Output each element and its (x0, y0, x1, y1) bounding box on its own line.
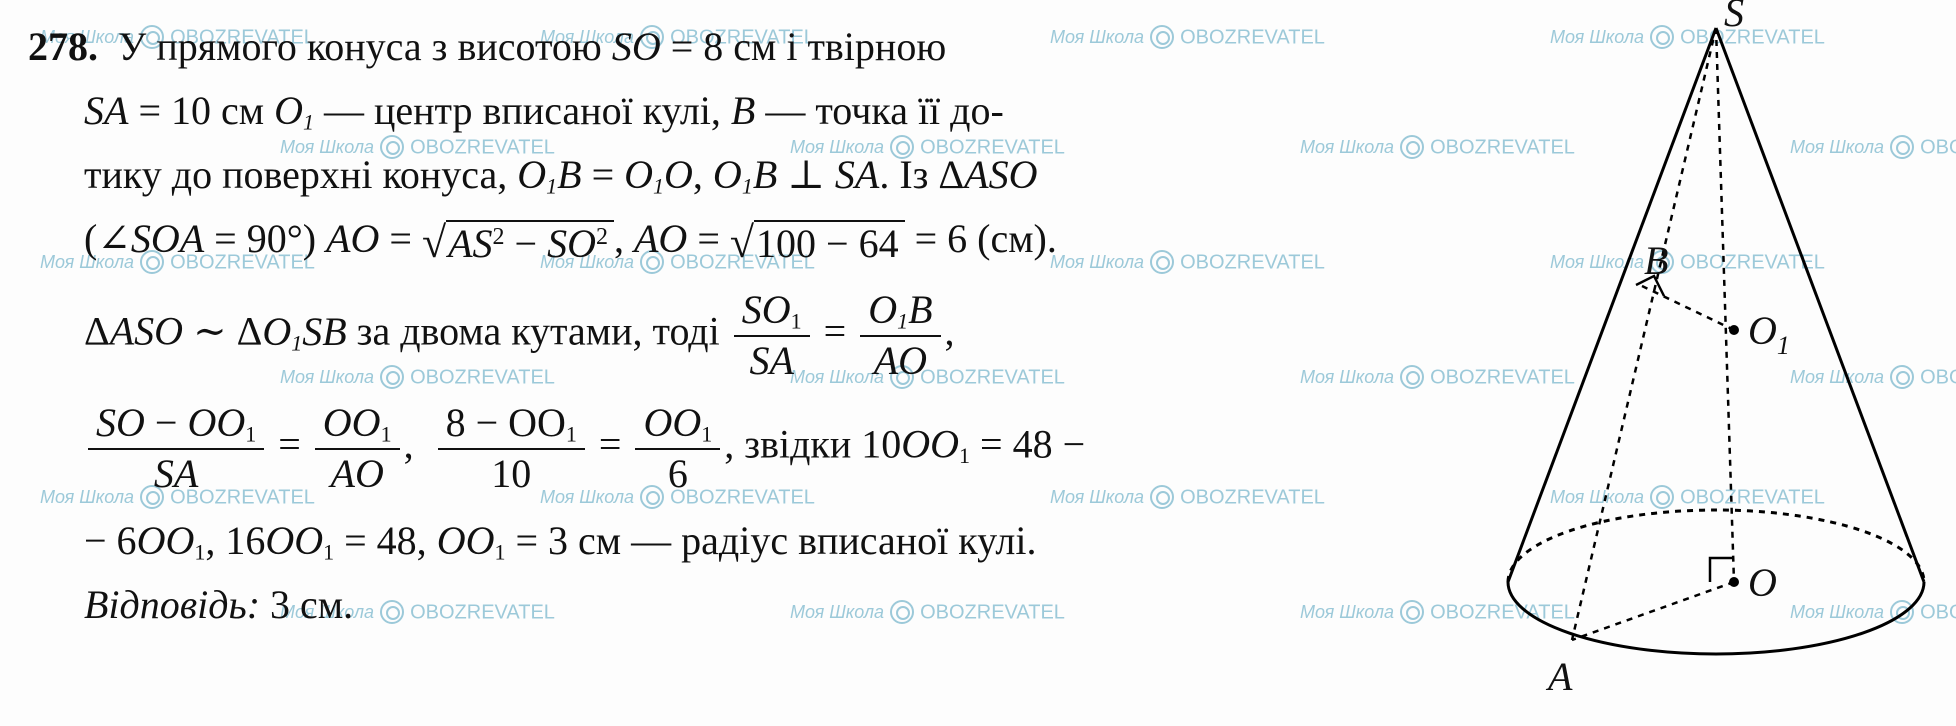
label-s: S (1724, 0, 1744, 35)
label-a: A (1545, 654, 1573, 699)
answer-value: 3 см. (260, 582, 353, 627)
problem-text: 278. У прямого конуса з висотою SO = 8 с… (28, 18, 1476, 640)
answer-label: Відповідь: (84, 582, 260, 627)
cone-figure: S B O1 O A (1486, 0, 1946, 720)
label-o1: O1 (1748, 308, 1790, 360)
label-o: O (1748, 560, 1777, 605)
label-b: B (1644, 238, 1668, 283)
problem-number: 278. (28, 24, 98, 69)
